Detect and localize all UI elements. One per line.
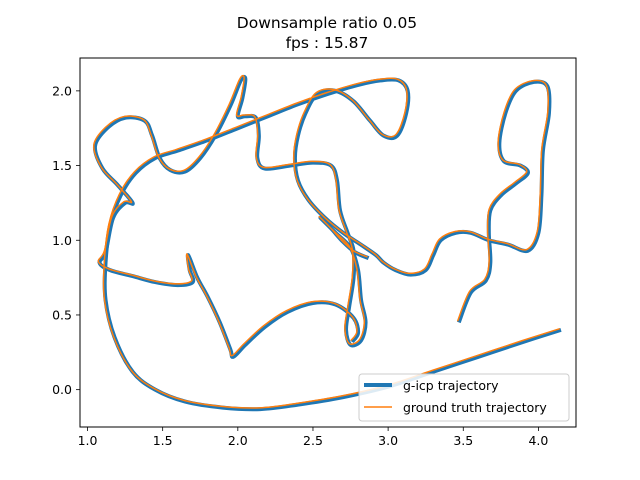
x-tick-label: 4.0 — [528, 433, 548, 448]
x-tick-label: 2.5 — [303, 433, 323, 448]
y-tick-label: 0.0 — [52, 382, 72, 397]
chart-title: Downsample ratio 0.05 — [237, 14, 417, 32]
y-tick-label: 0.5 — [52, 307, 72, 322]
legend-label-ground-truth: ground truth trajectory — [403, 400, 547, 415]
ground-truth-trajectory-line-1 — [102, 77, 560, 409]
y-axis: 0.0 0.5 1.0 1.5 2.0 — [52, 83, 80, 397]
legend: g-icp trajectory ground truth trajectory — [358, 373, 570, 422]
legend-label-gicp: g-icp trajectory — [403, 378, 499, 393]
y-tick-label: 2.0 — [52, 83, 72, 98]
x-tick-label: 2.0 — [228, 433, 248, 448]
ground-truth-trajectory-line-2 — [93, 74, 368, 357]
gicp-trajectory-line-1 — [102, 77, 562, 412]
y-tick-label: 1.5 — [52, 158, 72, 173]
x-axis: 1.0 1.5 2.0 2.5 3.0 3.5 4.0 — [78, 427, 548, 448]
x-tick-label: 1.5 — [153, 433, 173, 448]
chart-subtitle: fps : 15.87 — [286, 34, 369, 52]
x-tick-label: 1.0 — [78, 433, 98, 448]
y-tick-label: 1.0 — [52, 233, 72, 248]
plot-frame — [79, 57, 577, 428]
x-tick-label: 3.0 — [378, 433, 398, 448]
legend-box — [358, 373, 570, 422]
x-tick-label: 3.5 — [453, 433, 473, 448]
trajectory-lines — [92, 74, 562, 412]
